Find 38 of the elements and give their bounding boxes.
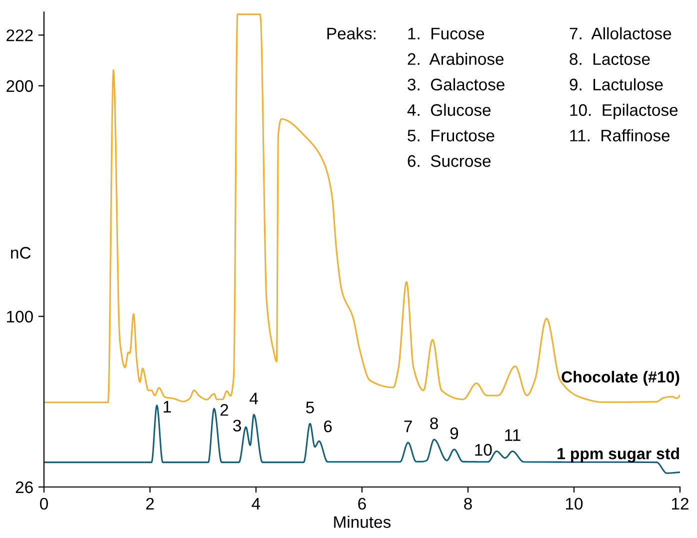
annotation: 10. Epilactose: [570, 104, 678, 120]
annotation: 1: [164, 400, 171, 412]
annotation: 4. Glucose: [407, 104, 491, 116]
series-label: Chocolate (#10): [562, 370, 680, 386]
annotation: 8: [430, 417, 438, 430]
annotation: 1. Fucose: [408, 28, 484, 40]
y-tick-label: 26: [16, 481, 33, 494]
x-tick-label: 0: [40, 498, 48, 510]
y-tick-label: 200: [6, 80, 33, 92]
x-tick-label: 4: [252, 498, 260, 510]
x-tick-label: 8: [464, 498, 472, 510]
annotation: 2: [220, 404, 228, 416]
annotation: 8. Lactose: [570, 53, 650, 65]
x-axis-title: Minutes: [334, 516, 391, 528]
annotation: 5. Fructose: [408, 130, 494, 142]
annotation: 11. Raffinose: [570, 129, 670, 142]
x-tick-label: 12: [672, 498, 688, 510]
annotation: 9: [450, 427, 458, 440]
y-tick-label: 222: [6, 29, 33, 42]
x-tick-label: 2: [146, 498, 154, 510]
annotation: 5: [306, 402, 314, 414]
x-tick-label: 6: [358, 498, 366, 510]
annotation: Peaks:: [327, 27, 376, 40]
annotation: 6. Sucrose: [408, 155, 491, 167]
annotation: 6: [324, 420, 332, 432]
annotation: 7: [404, 420, 412, 432]
annotation: 11: [505, 429, 520, 441]
annotation: 3. Galactose: [408, 78, 504, 90]
annotation: 3: [233, 420, 242, 432]
y-axis-title: nC: [11, 246, 31, 259]
annotation: 10: [475, 444, 492, 456]
series-label: 1 ppm sugar std: [558, 448, 679, 463]
annotation: 2. Arabinose: [408, 52, 504, 65]
x-tick-label: 10: [566, 498, 583, 510]
y-tick-label: 100: [7, 310, 33, 323]
annotation: 9. Lactulose: [570, 78, 663, 90]
annotation: 7. Allolactose: [570, 27, 672, 40]
annotation: 4: [250, 392, 258, 404]
